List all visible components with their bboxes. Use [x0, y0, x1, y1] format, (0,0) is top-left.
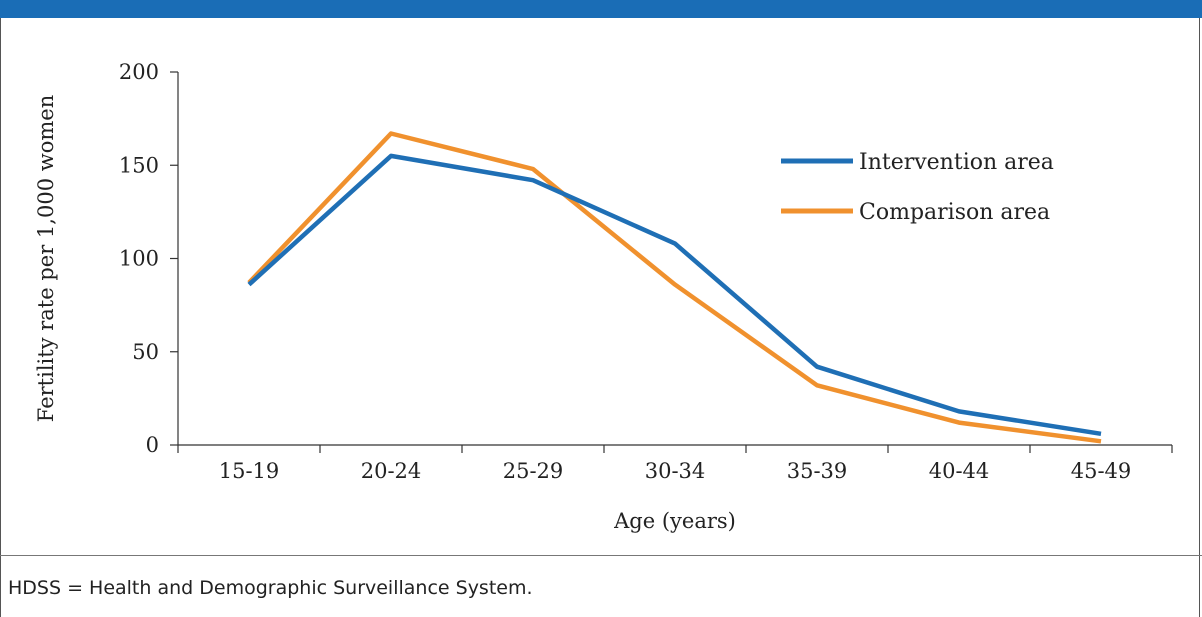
legend-label-1: Comparison area — [859, 200, 1050, 225]
legend: Intervention area Comparison area — [781, 150, 1054, 225]
x-tick-label: 20-24 — [361, 459, 422, 483]
x-axis-label: Age (years) — [613, 509, 736, 533]
x-tick-label: 30-34 — [645, 459, 706, 483]
series-line-1 — [247, 131, 1102, 444]
footnote-divider — [0, 555, 1202, 556]
axes — [177, 72, 1172, 446]
footnote: HDSS = Health and Demographic Surveillan… — [8, 577, 533, 599]
line-chart: 0 50 100 150 200 15-19 20-24 25-29 30-34 35-39 40… — [34, 60, 1173, 533]
y-tick-label: 100 — [119, 247, 159, 271]
y-tick-label: 0 — [146, 433, 159, 457]
figure-frame — [0, 18, 1200, 617]
y-tick-label: 50 — [132, 340, 159, 364]
x-ticks: 15-19 20-24 25-29 30-34 35-39 40-44 45-49 — [177, 445, 1173, 483]
y-axis-label: Fertility rate per 1,000 women — [34, 95, 58, 422]
y-tick-label: 200 — [119, 60, 159, 84]
x-tick-label: 35-39 — [787, 459, 848, 483]
y-tick-label: 150 — [119, 153, 159, 177]
x-tick-label: 45-49 — [1071, 459, 1132, 483]
series-lines — [247, 131, 1102, 444]
x-tick-label: 15-19 — [219, 459, 280, 483]
y-ticks: 0 50 100 150 200 — [119, 60, 178, 457]
title-bar — [0, 0, 1202, 18]
x-tick-label: 40-44 — [929, 459, 990, 483]
x-tick-label: 25-29 — [503, 459, 564, 483]
series-line-0 — [247, 153, 1102, 437]
legend-label-0: Intervention area — [859, 150, 1054, 175]
